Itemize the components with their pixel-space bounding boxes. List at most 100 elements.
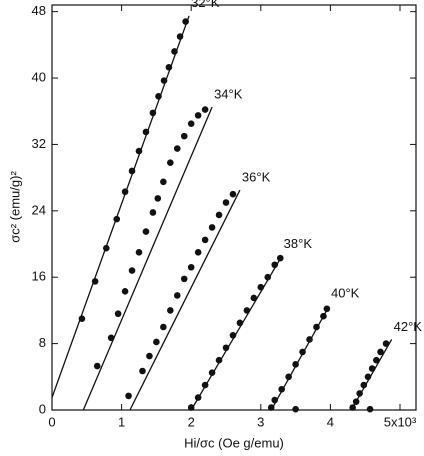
data-point	[149, 209, 157, 216]
data-point	[276, 254, 284, 262]
data-point	[102, 244, 110, 252]
data-point	[201, 381, 209, 389]
data-point	[135, 249, 143, 256]
data-point	[125, 392, 132, 400]
data-point	[194, 249, 202, 256]
data-point	[292, 405, 299, 413]
data-point	[176, 33, 184, 40]
data-point	[194, 112, 202, 119]
data-point	[243, 307, 251, 314]
data-point	[160, 323, 167, 331]
data-point	[229, 190, 237, 198]
data-point	[285, 373, 292, 381]
y-tick-label: 48	[32, 3, 46, 18]
series-label: 36°K	[242, 170, 271, 185]
data-point	[142, 228, 150, 235]
data-point	[107, 334, 115, 342]
fit-line	[350, 339, 393, 411]
data-point	[173, 292, 181, 299]
data-point	[160, 77, 168, 84]
data-point	[306, 336, 313, 343]
data-point	[154, 195, 162, 202]
data-point	[167, 307, 174, 314]
data-point	[114, 310, 122, 318]
data-point	[187, 120, 195, 127]
data-point	[222, 344, 230, 352]
data-point	[292, 361, 299, 368]
data-point	[257, 283, 265, 291]
data-point	[173, 145, 181, 152]
series-label: 40°K	[331, 286, 360, 301]
fit-line	[270, 305, 330, 411]
x-tick-label: 3	[257, 414, 264, 429]
data-point	[364, 373, 372, 381]
y-tick-label: 40	[32, 69, 46, 84]
data-point	[121, 188, 129, 196]
data-point	[187, 263, 195, 271]
x-tick-label: 4	[327, 414, 334, 429]
data-point	[93, 362, 101, 370]
data-point	[142, 128, 150, 136]
data-point	[182, 18, 189, 25]
data-point	[382, 340, 390, 347]
data-point	[128, 167, 136, 175]
x-tick-label: 1	[118, 414, 125, 429]
data-point	[360, 381, 368, 389]
data-point	[377, 348, 384, 356]
data-point	[215, 211, 223, 219]
x-tick-label: 2	[188, 414, 195, 429]
data-point	[121, 288, 129, 295]
data-point	[222, 199, 230, 206]
x-tick-label: 5x10³	[384, 414, 417, 429]
data-point	[250, 294, 258, 302]
y-tick-label: 0	[39, 401, 46, 416]
data-point	[267, 404, 275, 411]
data-point	[320, 312, 327, 320]
data-point	[194, 394, 202, 401]
series-label: 34°K	[214, 87, 243, 102]
data-point	[78, 315, 86, 323]
data-point	[278, 385, 285, 393]
x-tick-label: 0	[48, 414, 55, 429]
data-point	[356, 390, 363, 397]
data-point	[299, 348, 306, 356]
data-point	[366, 405, 374, 413]
fit-line	[82, 106, 213, 411]
data-point	[349, 404, 356, 411]
fit-line	[129, 189, 241, 411]
series-label: 42°K	[394, 319, 423, 334]
data-point	[153, 338, 160, 346]
data-point	[323, 305, 331, 313]
x-axis-label: Hi/σc (Oe g/emu)	[184, 435, 284, 450]
data-point	[201, 236, 209, 244]
data-point	[128, 267, 136, 274]
data-point	[171, 48, 178, 55]
data-point	[165, 63, 173, 71]
data-point	[373, 356, 380, 364]
data-point	[146, 352, 153, 360]
data-point	[215, 356, 223, 364]
series-label: 32°K	[191, 0, 220, 10]
y-tick-label: 16	[32, 269, 46, 284]
fit-line	[51, 15, 190, 398]
data-point	[313, 323, 320, 331]
data-point	[264, 273, 272, 281]
data-point	[149, 109, 157, 117]
data-point	[208, 369, 216, 376]
y-axis-label: σc² (emu/g)²	[7, 171, 22, 243]
y-tick-label: 32	[32, 136, 46, 151]
data-point	[180, 132, 188, 140]
y-tick-label: 24	[32, 202, 46, 217]
data-point	[229, 332, 237, 339]
y-tick-label: 8	[39, 335, 46, 350]
data-point	[91, 278, 99, 285]
data-point	[368, 365, 376, 372]
plot-frame	[51, 4, 417, 411]
data-point	[135, 147, 143, 155]
data-point	[155, 92, 162, 100]
data-point	[352, 398, 360, 406]
data-point	[236, 319, 244, 327]
series-label: 38°K	[284, 236, 313, 251]
data-point	[271, 396, 279, 404]
